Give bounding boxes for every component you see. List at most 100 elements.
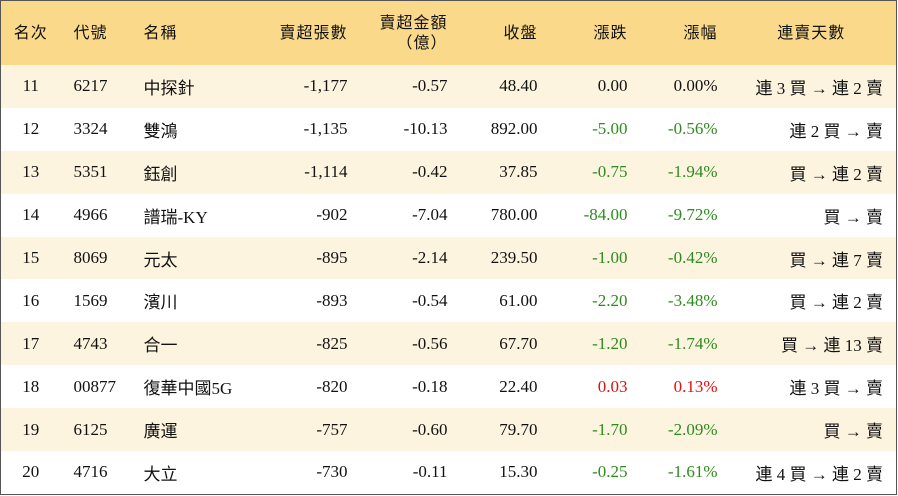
table-row: 15 8069 元太 -895 -2.14 239.50 -1.00 -0.42% 買 → 連 … [0,236,897,280]
table-cell: 14 [22,205,40,225]
table-cell: 22.40 [499,376,538,396]
table-cell: -5.00 [592,119,628,139]
header-row: 名次 代號 名稱 賣超張數 賣超金額 （億） 收盤 漲跌 漲幅 連賣天數 [0,0,897,65]
table-cell: -0.42% [635,236,726,280]
table-cell: -0.18 [412,376,448,396]
header-cell: 連賣天數 [725,0,897,65]
table-cell: 大立 [143,464,178,484]
table-row: 19 6125 廣運 -757 -0.60 79.70 -1.70 -2.09% 買 → 賣 [0,408,897,452]
table-cell: -730 [316,462,348,482]
table-cell: 16 [22,290,40,310]
table-cell: 6125 [60,408,131,452]
table-cell: -893 [316,290,348,310]
table-cell: 19 [0,408,61,452]
table-cell: -0.42 [355,150,456,194]
table-cell: -902 [316,205,348,225]
table-cell: 18 [22,376,40,396]
table-cell: -9.72% [667,205,718,225]
table-cell: 0.00 [545,65,636,108]
table-cell: 譜瑞-KY [143,207,208,227]
header-cell: 漲幅 [635,0,726,65]
table-cell: 連 3 買 → 連 2 賣 [725,65,897,108]
table-cell: 1569 [73,290,108,310]
header-cell: 賣超張數 [250,0,356,65]
table-cell: -2.14 [355,236,456,280]
table-cell: -1.00 [545,236,636,280]
table-cell: 11 [0,65,61,108]
table-cell: 5351 [60,150,131,194]
table-cell: -7.04 [412,205,448,225]
table-cell: 買 → 連 2 賣 [725,150,897,194]
table-cell: 買 → 連 7 賣 [725,236,897,280]
table-cell: 廣運 [130,408,251,452]
table-cell: 13 [0,150,61,194]
table-cell: 239.50 [455,236,546,280]
table-cell: 67.70 [455,322,546,366]
table-cell: 連 4 買 → 連 2 賣 [755,464,884,484]
table-cell: 中探針 [130,65,251,108]
table-cell: -2.09% [635,408,726,452]
table-cell: 00877 [73,376,117,396]
table-row: 18 00877 復華中國5G -820 -0.18 22.40 0.03 0.13% 連 3 … [1,365,897,408]
header-cell: 名次 [0,0,61,65]
table-cell: -0.56 [355,322,456,366]
table-cell: 37.85 [455,150,546,194]
header-cell: 漲跌 [545,0,636,65]
table-cell: 61.00 [499,290,538,310]
table-cell: -1,177 [250,65,356,108]
table-cell: -895 [250,236,356,280]
table-body: 11 6217 中探針 -1,177 -0.57 48.40 0.00 0.00% 連 3 買 … [0,65,897,494]
table-row: 16 1569 濱川 -893 -0.54 61.00 -2.20 -3.48% 買 → 連 2… [1,279,897,322]
table-cell: -0.57 [355,65,456,108]
header-cell: 名稱 [130,0,251,65]
table-row: 11 6217 中探針 -1,177 -0.57 48.40 0.00 0.00% 連 3 買 … [0,65,897,108]
table-cell: 15 [0,236,61,280]
table-row: 14 4966 譜瑞-KY -902 -7.04 780.00 -84.00 -9.72% 買 … [1,194,897,237]
table-cell: -825 [250,322,356,366]
table-cell: -84.00 [583,205,628,225]
table-cell: 買 → 連 2 賣 [789,293,884,313]
table-cell: -1,135 [303,119,348,139]
table-cell: 79.70 [455,408,546,452]
table-cell: 892.00 [490,119,538,139]
table-cell: 4716 [73,462,108,482]
table-cell: 買 → 賣 [725,408,897,452]
table-cell: 4743 [60,322,131,366]
table-cell: -0.11 [412,462,448,482]
table-cell: -1.70 [545,408,636,452]
table-cell: -1.94% [635,150,726,194]
table-cell: -10.13 [403,119,448,139]
table-cell: -0.75 [545,150,636,194]
table-cell: 合一 [130,322,251,366]
table-cell: 48.40 [455,65,546,108]
table-row: 20 4716 大立 -730 -0.11 15.30 -0.25 -1.61% 連 4 買 →… [1,451,897,494]
table-cell: 元太 [130,236,251,280]
table-cell: 8069 [60,236,131,280]
table-cell: 4966 [73,205,108,225]
table-cell: -3.48% [667,290,718,310]
table-cell: -0.56% [667,119,718,139]
table-cell: 連 3 買 → 賣 [789,379,884,399]
table-cell: -820 [316,376,348,396]
table-cell: 鈺創 [130,150,251,194]
table-cell: 6217 [60,65,131,108]
header-cell: 賣超金額 （億） [355,0,456,65]
table-cell: -1.61% [667,462,718,482]
table-row: 12 3324 雙鴻 -1,135 -10.13 892.00 -5.00 -0.56% 連 2… [1,108,897,151]
table-cell: -0.60 [355,408,456,452]
table-cell: 15.30 [499,462,538,482]
table-cell: -2.20 [592,290,628,310]
table-cell: -0.54 [412,290,448,310]
table-cell: 20 [22,462,40,482]
table-cell: -757 [250,408,356,452]
table-cell: 12 [22,119,40,139]
table-cell: 0.13% [673,376,718,396]
table-cell: -1.20 [545,322,636,366]
table-cell: -1,114 [250,150,356,194]
header-cell: 收盤 [455,0,546,65]
table-cell: 雙鴻 [143,121,178,141]
header-cell: 代號 [60,0,131,65]
table-cell: 買 → 賣 [823,207,884,227]
